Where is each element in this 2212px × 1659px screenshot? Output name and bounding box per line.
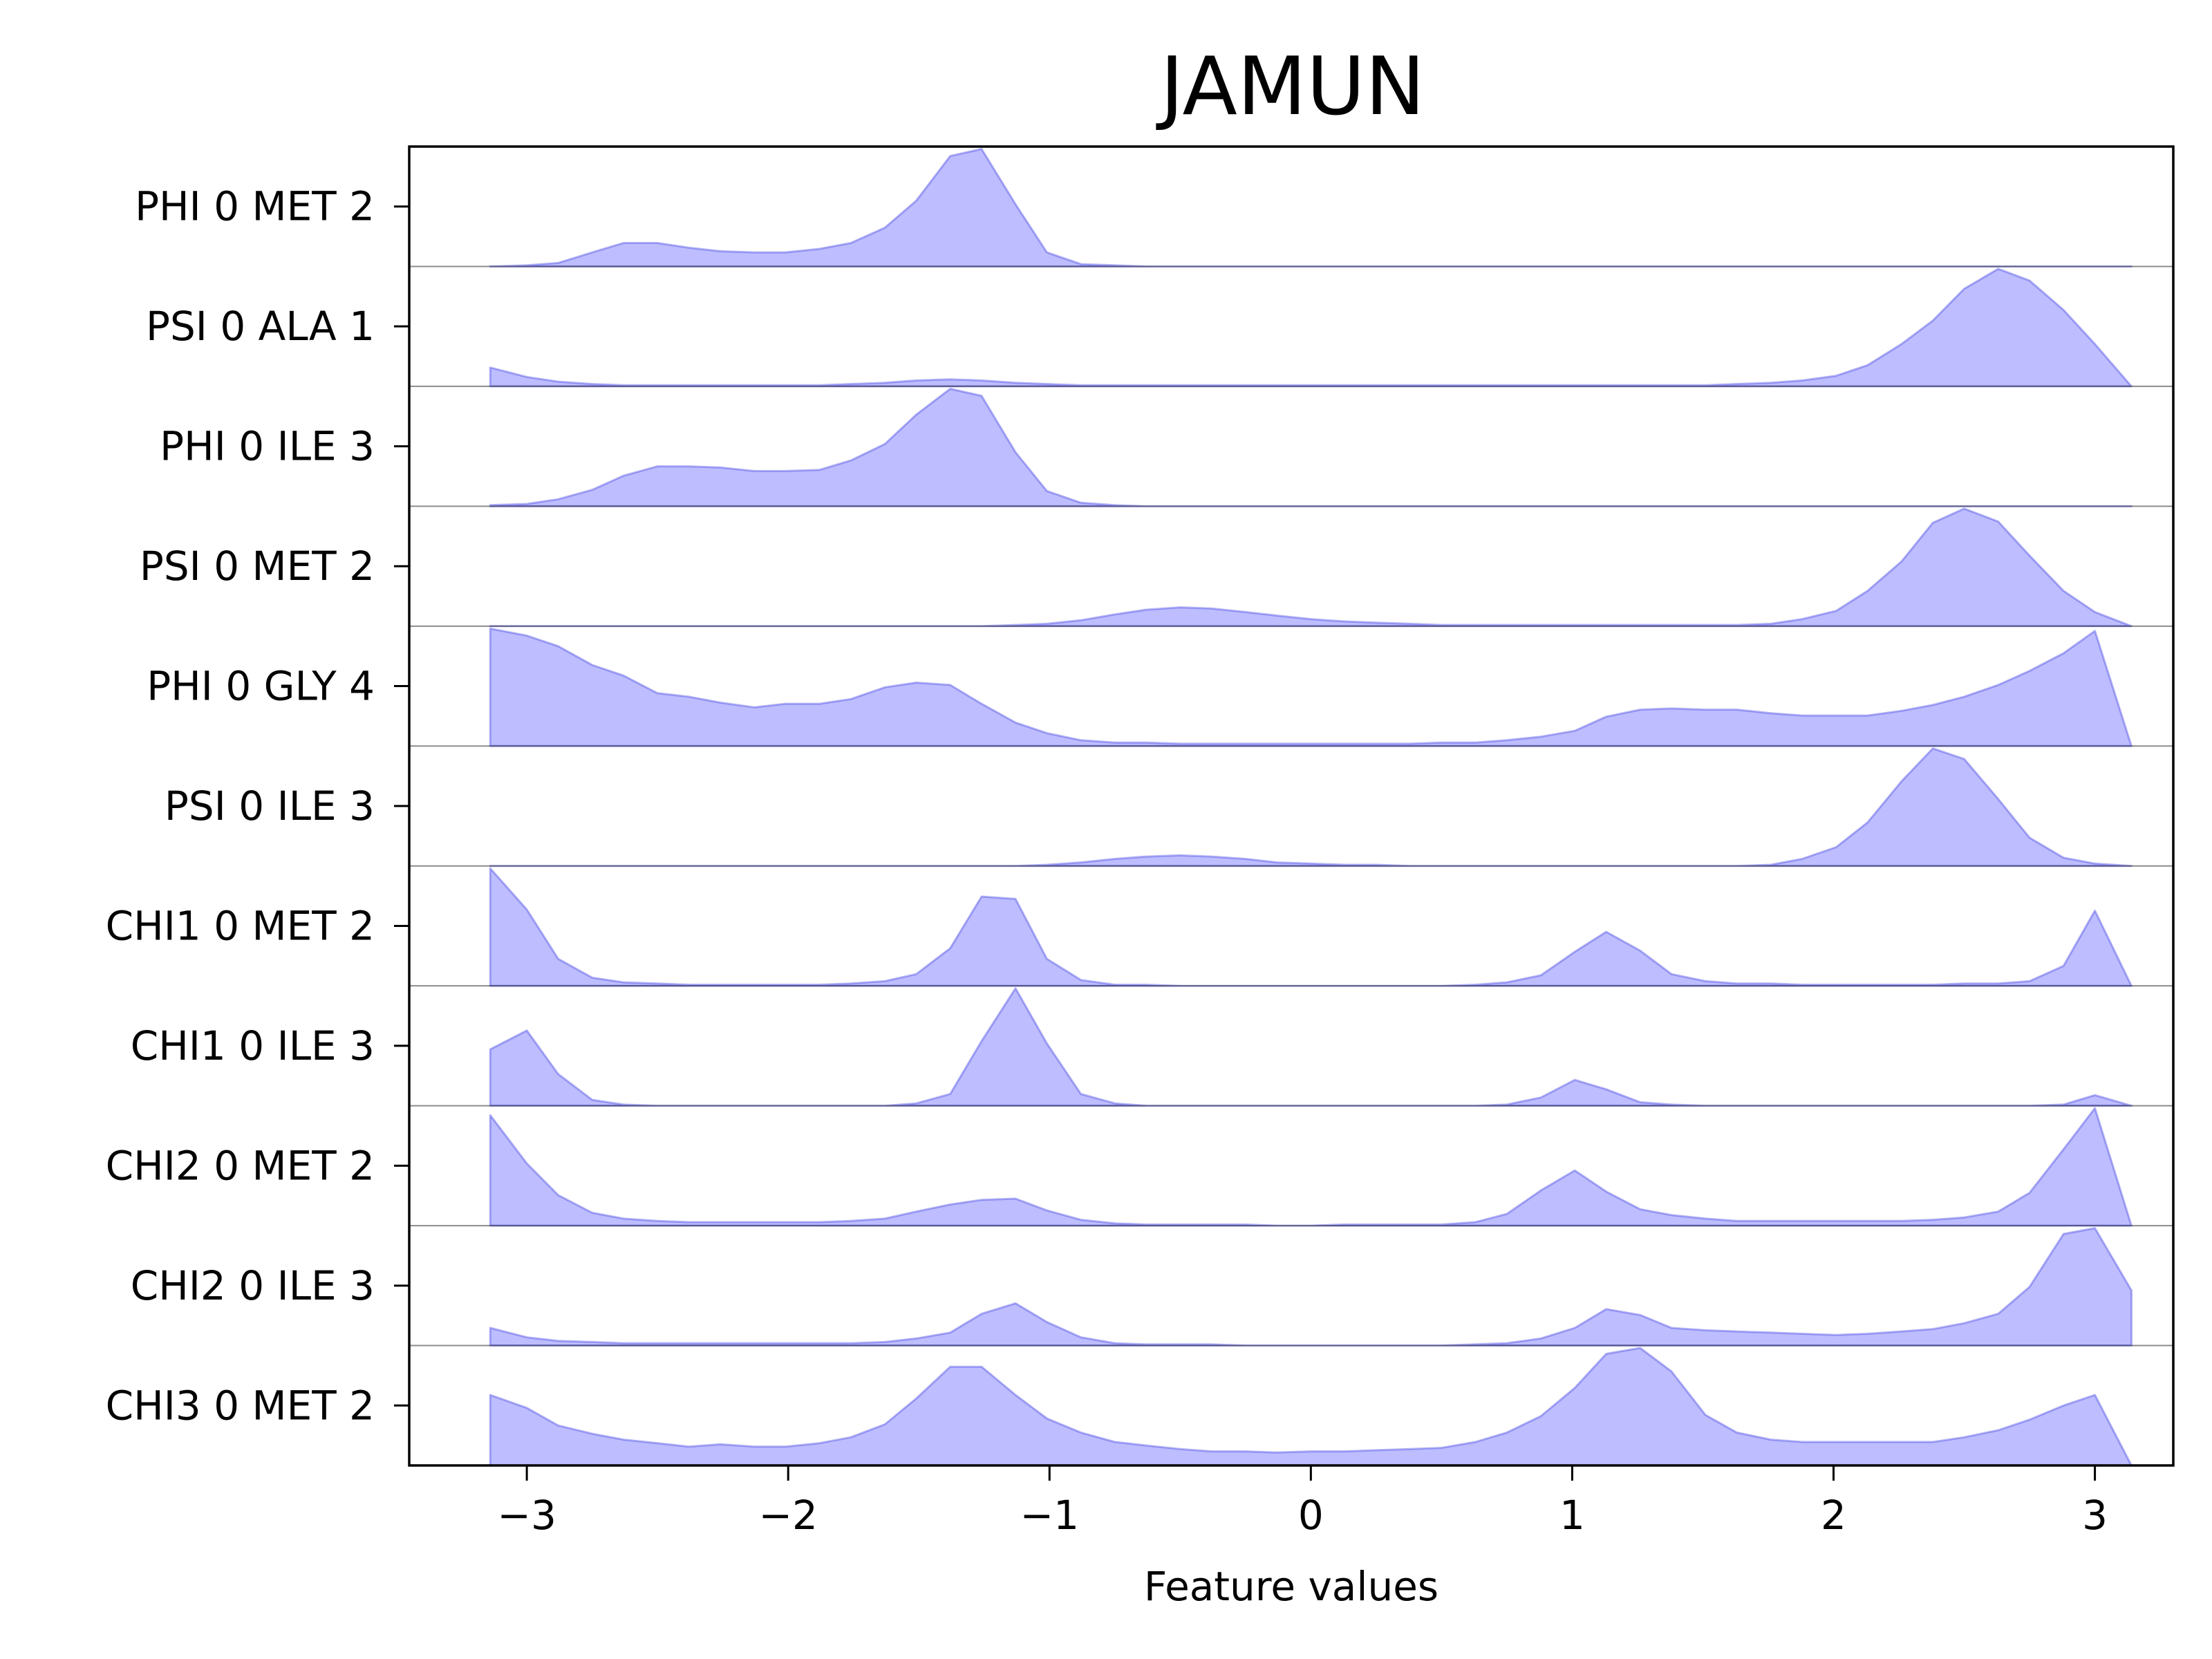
ridge-area-3 <box>489 507 2133 628</box>
y-tick-label: CHI1 0 ILE 3 <box>131 1022 375 1069</box>
y-axis-labels: PHI 0 MET 2 PSI 0 ALA 1 PHI 0 ILE 3 PSI 0 M… <box>106 183 409 1429</box>
x-tick-label: 0 <box>1298 1492 1324 1539</box>
x-tick-label: 1 <box>1559 1492 1585 1539</box>
y-tick-label: CHI1 0 MET 2 <box>106 902 375 949</box>
y-tick-label: CHI2 0 ILE 3 <box>131 1262 375 1309</box>
ridge-area-1 <box>489 268 2133 388</box>
y-tick-label: PSI 0 MET 2 <box>140 543 375 590</box>
x-tick-label: 2 <box>1821 1492 1846 1539</box>
y-tick-label: PSI 0 ALA 1 <box>146 303 375 350</box>
x-tick-label: −2 <box>758 1492 818 1539</box>
ridge-bands <box>409 148 2173 1467</box>
y-tick-label: PSI 0 ILE 3 <box>165 782 375 830</box>
y-tick-label: CHI2 0 MET 2 <box>106 1142 375 1189</box>
y-tick-label: PHI 0 ILE 3 <box>160 423 375 470</box>
chart-title: JAMUN <box>1156 40 1425 133</box>
ridge-area-10 <box>489 1347 2133 1467</box>
y-tick-label: PHI 0 MET 2 <box>135 183 375 230</box>
y-tick-label: CHI3 0 MET 2 <box>106 1382 375 1429</box>
ridge-area-9 <box>489 1227 2133 1347</box>
x-tick-label: −1 <box>1020 1492 1080 1539</box>
y-tick-label: PHI 0 GLY 4 <box>147 663 375 710</box>
x-axis-title: Feature values <box>1144 1563 1438 1610</box>
ridge-area-0 <box>489 148 2133 268</box>
plot-frame <box>408 145 2175 1467</box>
ridge-area-5 <box>489 747 2133 868</box>
ridge-area-4 <box>489 627 2133 747</box>
x-axis: −3 −2 −1 0 1 2 3 <box>497 1465 2108 1539</box>
ridge-area-8 <box>489 1107 2133 1227</box>
x-tick-label: −3 <box>497 1492 556 1539</box>
x-tick-label: 3 <box>2082 1492 2108 1539</box>
ridge-area-7 <box>489 987 2133 1107</box>
ridge-area-2 <box>489 387 2133 507</box>
ridge-area-6 <box>489 867 2133 987</box>
